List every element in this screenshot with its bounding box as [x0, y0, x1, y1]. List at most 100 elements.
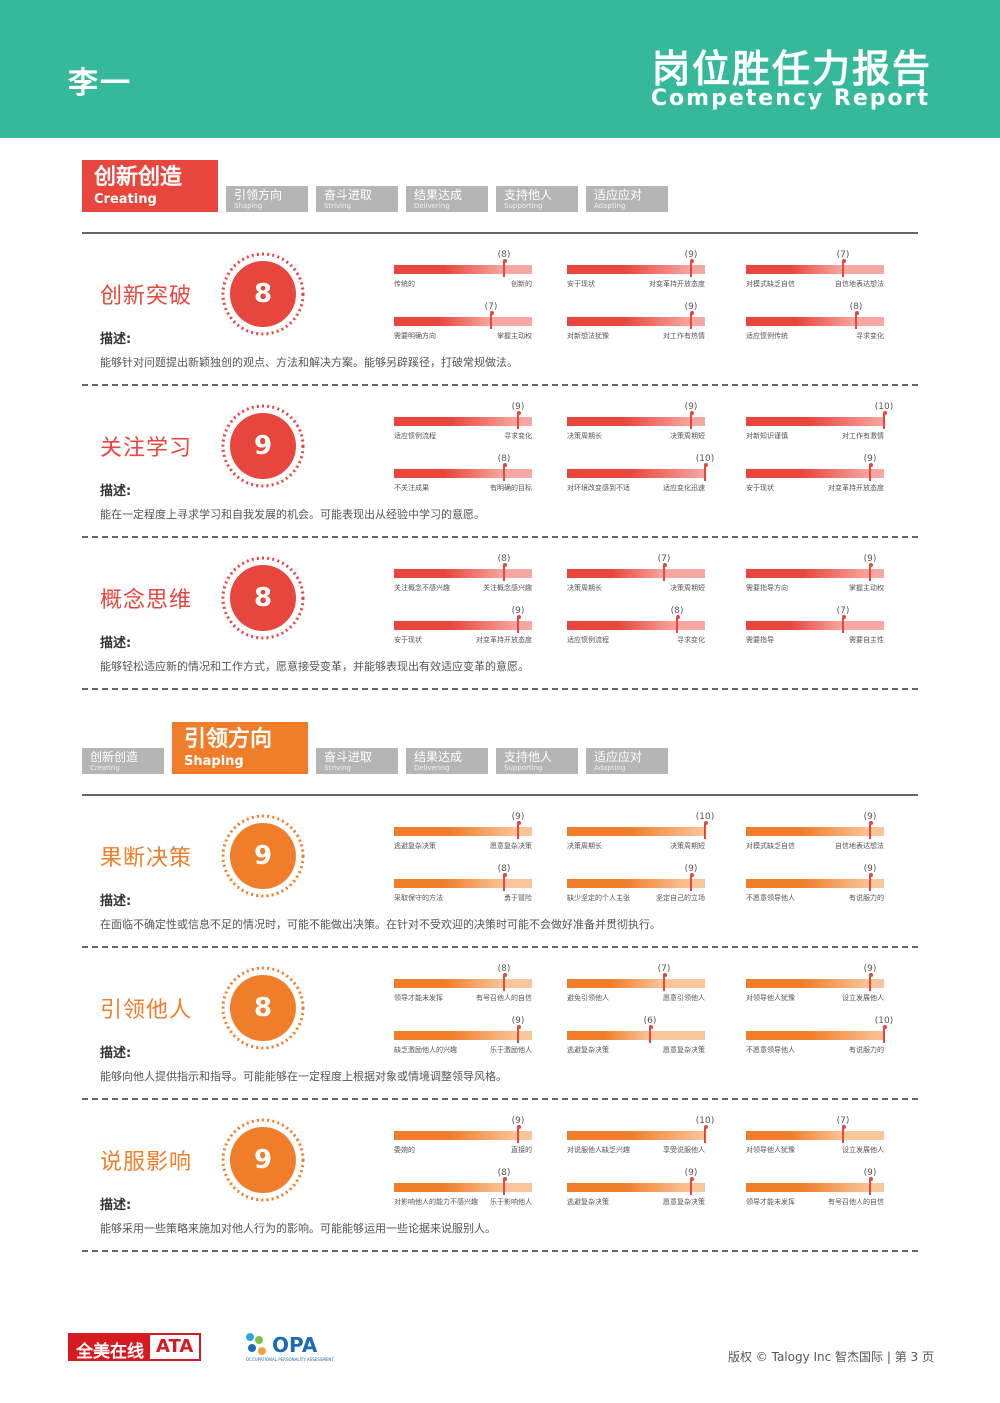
scale-marker-dot: [676, 615, 680, 619]
scale-marker: [517, 618, 519, 633]
scale-marker: [503, 262, 505, 277]
scale-right-label: 有明确的目标: [490, 484, 532, 492]
scale-left-label: 对说服他人缺乏兴趣: [567, 1146, 630, 1154]
tab-label-en: Adapting: [594, 764, 626, 772]
scale-marker: [503, 1180, 505, 1195]
description-text: 能够针对问题提出新颖独创的观点、方法和解决方案。能够另辟蹊径，打破常规做法。: [100, 356, 518, 369]
score-ring-icon: [221, 966, 305, 1050]
scale-marker: [517, 1028, 519, 1043]
scale-bar: (7) 对模式缺乏自信 自信地表达想法: [746, 250, 884, 296]
scale-right-label: 愿意引领他人: [663, 994, 705, 1002]
scale-bar: (9) 对模式缺乏自信 自信地表达想法: [746, 812, 884, 858]
scale-track: [567, 417, 705, 426]
scale-marker: [503, 466, 505, 481]
scale-left-label: 对模式缺乏自信: [746, 842, 795, 850]
scale-bar: (10) 对新知识谨慎 对工作有激情: [746, 402, 893, 448]
scale-value: (8): [497, 864, 511, 874]
tab-label-en: Striving: [324, 764, 351, 772]
scale-marker: [690, 876, 692, 891]
dashed-divider: [82, 688, 918, 690]
scale-value: (8): [497, 250, 511, 260]
tab-label-en: Supporting: [504, 202, 543, 210]
scale-right-label: 决策周期短: [670, 842, 705, 850]
scale-right-label: 决策周期短: [670, 432, 705, 440]
scale-right-label: 自信地表达想法: [835, 280, 884, 288]
scale-track: [394, 569, 532, 578]
scale-bar: (8) 适应惯例流程 寻求变化: [567, 606, 705, 652]
tab-shaping: 引领方向 Shaping: [172, 722, 308, 774]
scale-right-label: 享受说服他人: [663, 1146, 705, 1154]
scale-bar: (10) 决策周期长 决策周期短: [567, 812, 714, 858]
scale-right-label: 对变革持开放态度: [476, 636, 532, 644]
report-title-cn: 岗位胜任力报告: [651, 47, 932, 91]
scale-left-label: 决策周期长: [567, 584, 602, 592]
scale-right-label: 坚定自己的立场: [656, 894, 705, 902]
scale-track: [746, 469, 884, 478]
scale-bar: (7) 需要明确方向 掌握主动权: [394, 302, 532, 348]
scale-marker-dot: [517, 411, 521, 415]
scale-bar: (8) 对影响他人的能力不感兴趣 乐于影响他人: [394, 1168, 532, 1214]
scale-bar: (9) 安于现状 对变革持开放态度: [746, 454, 884, 500]
scale-value: (10): [695, 454, 715, 464]
scale-left-label: 对领导他人犹豫: [746, 994, 795, 1002]
scale-marker-dot: [704, 463, 708, 467]
scale-track: [567, 265, 705, 274]
scale-track: [567, 469, 705, 478]
scale-right-label: 有号召他人的自信: [828, 1198, 884, 1206]
section-divider: [82, 794, 918, 796]
tab-label-cn: 引领方向: [234, 188, 283, 202]
scale-bar: (8) 适应惯例传统 寻求变化: [746, 302, 884, 348]
competency-name: 概念思维: [100, 588, 193, 613]
score-value: 8: [253, 279, 273, 309]
tab-label-en: Delivering: [414, 764, 450, 772]
scale-bar: (8) 传统的 创新的: [394, 250, 532, 296]
scale-bar: (9) 逃避复杂决策 愿意复杂决策: [394, 812, 532, 858]
scale-value: (7): [836, 1116, 850, 1126]
scale-bar: (9) 缺乏激励他人的兴趣 乐于激励他人: [394, 1016, 532, 1062]
scale-bar: (9) 需要指导方向 掌握主动权: [746, 554, 884, 600]
scale-value: (9): [863, 454, 877, 464]
scale-bar: (9) 委婉的 直接的: [394, 1116, 532, 1162]
scale-marker-dot: [704, 1125, 708, 1129]
scale-left-label: 对新知识谨慎: [746, 432, 788, 440]
scale-value: (7): [484, 302, 498, 312]
scale-left-label: 安于现状: [567, 280, 595, 288]
scale-right-label: 寻求变化: [856, 332, 884, 340]
scale-marker-dot: [883, 411, 887, 415]
dashed-divider: [82, 1098, 918, 1100]
scale-bar: (10) 对说服他人缺乏兴趣 享受说服他人: [567, 1116, 714, 1162]
scale-marker-dot: [869, 1177, 873, 1181]
scale-left-label: 逃避复杂决策: [567, 1046, 609, 1054]
scale-marker: [842, 1128, 844, 1143]
dimension-tabs: 创新创造 Creating 引领方向 Shaping 奋斗进取 Striving 结果达成 D…: [82, 156, 922, 216]
scale-right-label: 适应变化迅速: [663, 484, 705, 492]
score-ring-icon: [221, 556, 305, 640]
scale-bar: (9) 对新想法犹豫 对工作有热情: [567, 302, 705, 348]
description-text: 在面临不确定性或信息不足的情况时，可能不能做出决策。在针对不受欢迎的决策时可能不…: [100, 918, 661, 931]
scale-bar: (9) 安于现状 对变革持开放态度: [567, 250, 705, 296]
score-value: 8: [253, 583, 273, 613]
competency-name: 引领他人: [100, 998, 193, 1023]
tab-label-en: Shaping: [184, 754, 244, 769]
scale-right-label: 对工作有激情: [842, 432, 884, 440]
tab-label-cn: 适应应对: [594, 750, 643, 764]
scale-right-label: 对工作有热情: [663, 332, 705, 340]
competency-block: 关注学习 9 (9) 适应惯例流程 寻求变化 (9) 决策周期长 决策周期短 (10) 对新知识谨…: [82, 388, 918, 538]
scale-marker-dot: [855, 311, 859, 315]
scale-marker: [869, 1180, 871, 1195]
scale-value: (9): [511, 1116, 525, 1126]
competency-block: 说服影响 9 (9) 委婉的 直接的 (10) 对说服他人缺乏兴趣 享受说服他人 (7) 对领导他…: [82, 1102, 918, 1252]
scale-marker-dot: [517, 1025, 521, 1029]
scale-right-label: 愿意复杂决策: [663, 1198, 705, 1206]
scale-marker-dot: [883, 1025, 887, 1029]
scale-marker-dot: [649, 1025, 653, 1029]
scale-bar: (7) 对领导他人犹豫 设立发展他人: [746, 1116, 884, 1162]
copyright-text: 版权 © Talogy Inc 智杰国际 | 第 3 页: [727, 1350, 934, 1364]
scale-value: (7): [657, 554, 671, 564]
scale-left-label: 需要明确方向: [394, 332, 436, 340]
scale-track: [567, 979, 705, 988]
scale-marker: [842, 618, 844, 633]
scale-value: (7): [836, 250, 850, 260]
scale-left-label: 对领导他人犹豫: [746, 1146, 795, 1154]
ata-logo: 全美在线 ATA: [68, 1333, 202, 1362]
